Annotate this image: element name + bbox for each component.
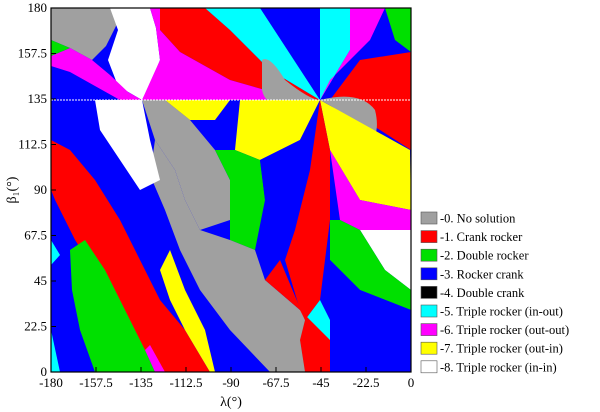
region-crank-rocker	[330, 52, 411, 150]
region-triple-rocker-out-in	[165, 100, 230, 120]
region-triple-rocker-out-out	[142, 8, 300, 100]
legend: -0. No solution -1. Crank rocker -2. Doubl…	[420, 211, 569, 374]
region-triple-rocker-out-in	[235, 100, 320, 160]
region-triple-rocker-in-out	[51, 240, 60, 265]
region-triple-rocker-in-in	[108, 8, 160, 100]
legend-swatch	[420, 248, 438, 262]
region-double-rocker	[70, 240, 155, 372]
region-triple-rocker-in-out	[320, 8, 350, 100]
y-axis-ticks: 0 22.5 45 67.5 90 112.5 135 157.5 180	[18, 0, 56, 379]
region-triple-rocker-in-in	[95, 100, 160, 190]
region-double-rocker	[51, 40, 70, 56]
region-triple-rocker-in-out	[205, 8, 320, 100]
region-no-solution	[51, 8, 118, 60]
legend-swatch	[420, 304, 438, 318]
region-rocker-crank	[330, 260, 411, 372]
region-crank-rocker	[51, 140, 210, 372]
legend-label: -2. Double rocker	[440, 249, 529, 263]
region-no-solution	[262, 59, 320, 106]
legend-swatch	[420, 267, 438, 281]
x-tick-label: -112.5	[169, 375, 202, 390]
legend-swatch	[420, 211, 438, 225]
region-triple-rocker-in-out	[51, 330, 60, 372]
region-triple-rocker-out-out	[51, 48, 142, 100]
y-tick-label: 112.5	[18, 137, 47, 152]
x-tick-label: -67.5	[262, 375, 289, 390]
region-triple-rocker-out-in	[160, 250, 215, 372]
region-double-rocker	[330, 220, 411, 310]
x-tick-label: -135	[129, 375, 153, 390]
legend-label: -0. No solution	[440, 212, 516, 226]
y-tick-label: 0	[41, 364, 48, 379]
x-tick-label: -180	[39, 375, 63, 390]
legend-label: -5. Triple rocker (in-out)	[440, 305, 563, 319]
region-triple-rocker-out-out	[145, 345, 165, 372]
region-rocker-crank	[260, 100, 320, 260]
legend-swatch	[420, 286, 438, 299]
x-axis-title: λ(°)	[220, 395, 242, 410]
legend-swatch	[420, 360, 438, 374]
region-double-rocker	[200, 150, 265, 250]
y-tick-label: 67.5	[24, 228, 47, 243]
region-crank-rocker	[285, 100, 330, 320]
legend-swatch	[420, 230, 438, 243]
y-tick-label: 22.5	[24, 319, 47, 334]
legend-label: -3. Rocker crank	[440, 267, 524, 281]
legend-label: -7. Triple rocker (out-in)	[440, 342, 563, 356]
y-tick-label: 135	[28, 91, 48, 106]
legend-label: -6. Triple rocker (out-out)	[440, 323, 569, 337]
region-double-rocker	[385, 8, 411, 52]
y-tick-label: 157.5	[18, 46, 47, 61]
legend-label: -1. Crank rocker	[440, 230, 523, 244]
legend-swatch	[420, 323, 438, 336]
region-triple-rocker-in-in	[360, 230, 411, 290]
region-triple-rocker-out-out	[320, 8, 385, 100]
region-crank-rocker	[265, 260, 330, 372]
x-axis-ticks: -180 -157.5 -135 -112.5 -90 -67.5 -45 -22.5 0	[39, 367, 414, 390]
legend-label: -4. Double crank	[440, 286, 525, 300]
region-rocker-crank	[260, 8, 320, 100]
x-tick-label: 0	[408, 375, 415, 390]
region-no-solution	[150, 140, 330, 372]
region-triple-rocker-out-in	[320, 100, 411, 210]
region-no-solution	[142, 100, 230, 230]
y-tick-label: 90	[34, 182, 47, 197]
x-tick-label: -22.5	[352, 375, 379, 390]
legend-label: -8. Triple rocker (in-in)	[440, 360, 557, 374]
y-axis-title: β₁(°)	[5, 176, 20, 203]
y-tick-label: 45	[34, 273, 47, 288]
region-triple-rocker-out-out	[330, 150, 411, 230]
x-tick-label: -157.5	[79, 375, 113, 390]
legend-swatch	[420, 341, 438, 355]
region-map	[51, 8, 411, 372]
x-tick-label: -45	[312, 375, 329, 390]
y-tick-label: 180	[28, 0, 48, 15]
x-tick-label: -90	[222, 375, 239, 390]
